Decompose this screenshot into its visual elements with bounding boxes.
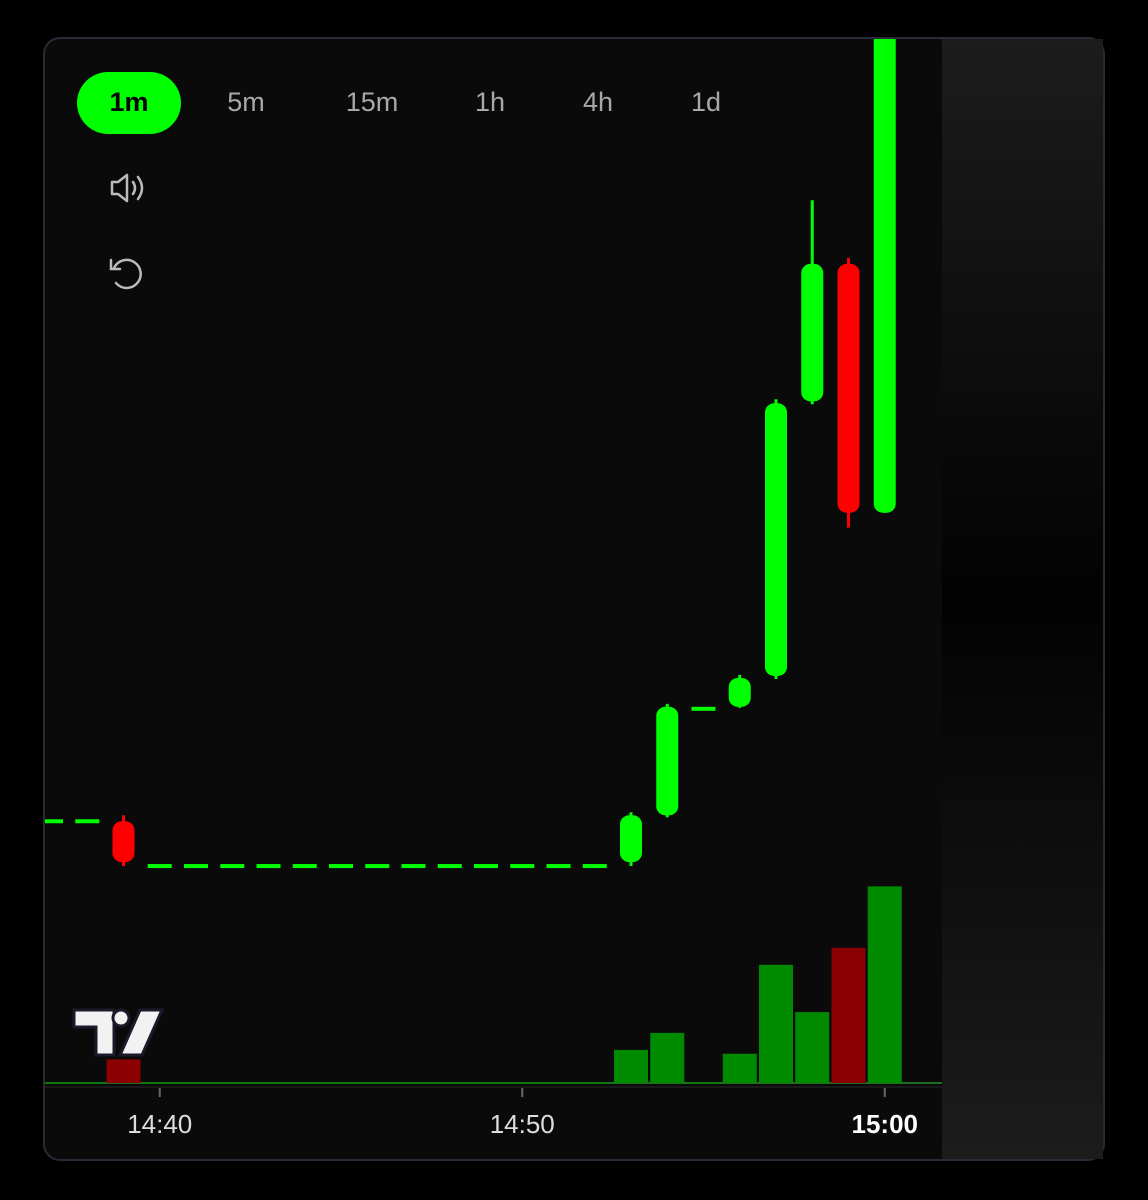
volume-bar	[867, 886, 902, 1083]
candle-body	[728, 677, 751, 707]
active-pill[interactable]	[77, 72, 181, 134]
candle-body	[220, 864, 245, 869]
candle-body	[147, 864, 172, 869]
candle-body	[365, 864, 390, 869]
volume-bar	[722, 1053, 757, 1083]
candle-body	[801, 263, 824, 402]
candle-body	[184, 864, 208, 869]
reset-icon[interactable]	[109, 258, 142, 290]
timeframe-button[interactable]: 5m	[227, 87, 265, 117]
tradingview-logo	[72, 1008, 165, 1057]
candle-body	[837, 263, 860, 513]
candle-body	[765, 403, 787, 676]
timeframe-button[interactable]: 4h	[583, 87, 613, 117]
candle-body	[45, 819, 63, 824]
timeframe-button[interactable]: 15m	[346, 87, 399, 117]
candle-body	[256, 864, 281, 869]
candle-body	[620, 815, 642, 863]
volume-bar	[831, 947, 866, 1083]
candle-body	[474, 864, 498, 869]
volume-bar	[759, 964, 793, 1083]
plot-area	[45, 39, 942, 1084]
sound-icon[interactable]	[110, 173, 144, 203]
x-tick-label: 14:50	[490, 1109, 555, 1139]
timeframe-button[interactable]: 1d	[691, 87, 721, 117]
candle-body	[546, 864, 571, 869]
candle-body	[510, 864, 535, 869]
candle-body	[401, 864, 426, 869]
candle-body	[437, 864, 462, 869]
candle-body	[582, 864, 607, 869]
timeframe-button[interactable]: 1m	[109, 87, 148, 117]
volume-bar	[106, 1059, 141, 1083]
toolbar: 1m 5m 15m 1h 4h 1d	[77, 72, 721, 134]
x-tick-label: 14:40	[127, 1109, 192, 1139]
candle-body	[691, 706, 716, 711]
volume-bar	[795, 1012, 830, 1083]
x-tick-label: 15:00	[852, 1109, 919, 1139]
candle-body	[75, 819, 100, 824]
price-scale-area	[942, 39, 1103, 1159]
candle-body	[112, 821, 135, 863]
candle-body	[292, 864, 317, 869]
candle-body	[873, 39, 896, 513]
volume-bar	[650, 1032, 685, 1083]
timeframe-button[interactable]: 1h	[475, 87, 505, 117]
volume-bar	[614, 1049, 648, 1083]
candle-body	[329, 864, 353, 869]
candle-body	[656, 706, 679, 816]
